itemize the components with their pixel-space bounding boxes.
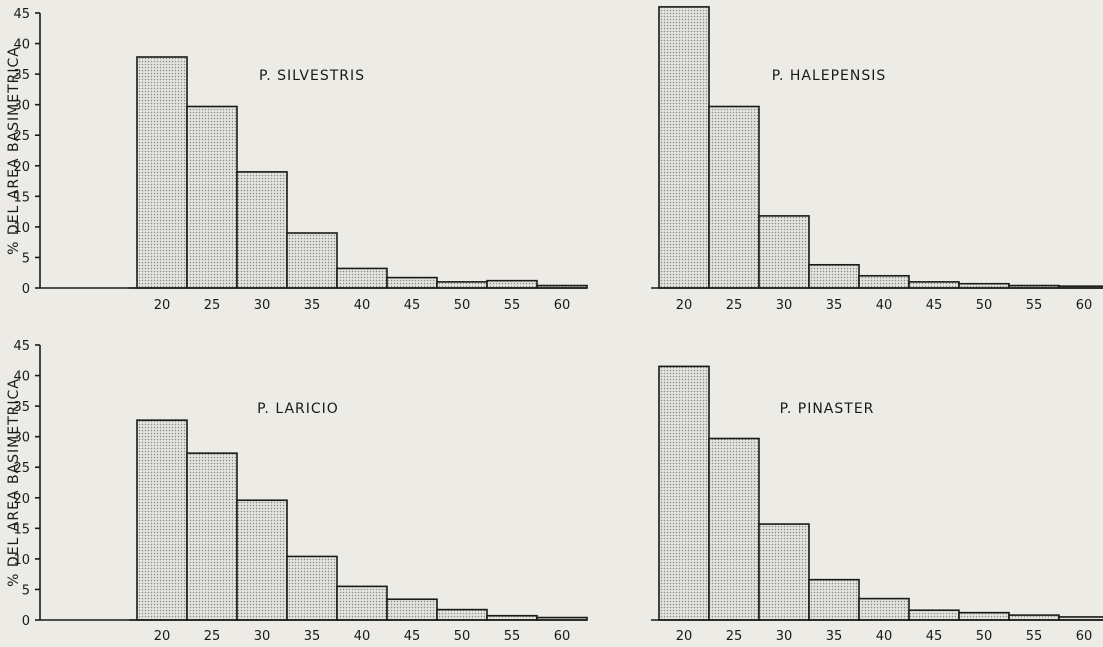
y-tick-label: 30 — [13, 431, 30, 446]
bar-25 — [708, 105, 760, 289]
x-tick-label: 60 — [1076, 298, 1093, 313]
x-tick-label: 25 — [204, 629, 221, 644]
x-tick-label: 30 — [254, 629, 271, 644]
bar-35 — [286, 232, 338, 289]
x-tick-label: 55 — [1026, 298, 1043, 313]
bar-50 — [958, 611, 1010, 621]
bar-40 — [858, 274, 910, 289]
bar-25 — [186, 452, 238, 621]
bar-50 — [436, 608, 488, 621]
x-tick-label: 40 — [354, 298, 371, 313]
x-tick-label: 60 — [554, 629, 571, 644]
x-tick-label: 40 — [876, 629, 893, 644]
y-tick-label: 40 — [13, 370, 30, 385]
x-tick-label: 55 — [504, 629, 521, 644]
x-tick-label: 35 — [304, 298, 321, 313]
y-axis-label: % DEL AREA BASIMETRICA — [6, 378, 22, 587]
x-tick-label: 60 — [1076, 629, 1093, 644]
bar-40 — [336, 585, 388, 621]
x-tick-label: 60 — [554, 298, 571, 313]
y-tick-label: 40 — [13, 38, 30, 53]
y-tick-label: 35 — [13, 68, 30, 83]
chart-panel-2: 20 25 30 35 40 45 50 55 60 P. HALEPENSIS — [651, 6, 1103, 313]
x-tick-label: 45 — [926, 298, 943, 313]
chart-title: P. SILVESTRIS — [259, 68, 365, 84]
bar-35 — [286, 555, 338, 621]
y-tick-label: 25 — [13, 461, 30, 476]
bar-45 — [908, 609, 960, 621]
bar-45 — [908, 281, 960, 289]
chart-title: P. PINASTER — [780, 401, 875, 417]
x-tick-label: 45 — [404, 629, 421, 644]
bar-30 — [236, 499, 288, 621]
bar-35 — [808, 263, 860, 289]
bar-30 — [758, 215, 810, 289]
y-tick-label: 20 — [13, 160, 30, 175]
y-tick-label: 10 — [13, 553, 30, 568]
x-tick-label: 30 — [776, 298, 793, 313]
y-tick-label: 0 — [22, 282, 30, 297]
x-tick-label: 55 — [1026, 629, 1043, 644]
y-tick-label: 30 — [13, 99, 30, 114]
y-tick-label: 5 — [22, 251, 30, 266]
x-tick-label: 35 — [826, 298, 843, 313]
bar-20 — [658, 365, 710, 621]
x-tick-label: 25 — [726, 629, 743, 644]
y-axis-label: % DEL AREA BASIMETRICA — [6, 46, 22, 255]
x-tick-label: 40 — [876, 298, 893, 313]
x-tick-label: 20 — [154, 298, 171, 313]
chart-title: P. LARICIO — [257, 401, 339, 417]
x-tick-label: 50 — [976, 298, 993, 313]
bar-30 — [758, 523, 810, 621]
x-tick-label: 35 — [826, 629, 843, 644]
bar-55 — [486, 279, 538, 289]
y-tick-label: 25 — [13, 129, 30, 144]
x-tick-label: 25 — [726, 298, 743, 313]
chart-panel-3: 20 25 30 35 40 45 50 55 60 0 5 10 15 20 25 30 35 40 45 % DE… — [6, 339, 588, 644]
bar-20 — [658, 6, 710, 289]
bar-30 — [236, 171, 288, 289]
y-tick-label: 45 — [13, 7, 30, 22]
x-tick-label: 30 — [254, 298, 271, 313]
bar-40 — [858, 597, 910, 621]
bar-20 — [136, 56, 188, 289]
x-tick-label: 45 — [404, 298, 421, 313]
y-tick-label: 15 — [13, 522, 30, 537]
y-tick-label: 20 — [13, 492, 30, 507]
x-tick-label: 45 — [926, 629, 943, 644]
y-tick-label: 15 — [13, 190, 30, 205]
x-tick-label: 20 — [154, 629, 171, 644]
x-tick-label: 20 — [676, 298, 693, 313]
y-tick-label: 5 — [22, 583, 30, 598]
chart-title: P. HALEPENSIS — [772, 68, 887, 84]
x-tick-label: 20 — [676, 629, 693, 644]
x-tick-label: 55 — [504, 298, 521, 313]
bar-25 — [186, 105, 238, 289]
x-tick-label: 35 — [304, 629, 321, 644]
x-tick-label: 30 — [776, 629, 793, 644]
y-tick-label: 45 — [13, 339, 30, 354]
y-tick-label: 35 — [13, 400, 30, 415]
chart-panel-4: 20 25 30 35 40 45 50 55 60 P. PINASTER — [651, 365, 1103, 644]
chart-panel-1: 20 25 30 35 40 45 50 55 60 0 5 10 15 20 25 30 35 40 45 % DE… — [6, 7, 588, 313]
bar-35 — [808, 578, 860, 621]
bar-45 — [386, 276, 438, 289]
x-tick-label: 50 — [454, 629, 471, 644]
x-tick-label: 25 — [204, 298, 221, 313]
y-tick-label: 0 — [22, 614, 30, 629]
x-tick-label: 50 — [976, 629, 993, 644]
bar-40 — [336, 267, 388, 289]
bar-25 — [708, 437, 760, 621]
y-tick-label: 10 — [13, 221, 30, 236]
bar-50 — [436, 281, 488, 289]
bar-45 — [386, 598, 438, 621]
x-tick-label: 50 — [454, 298, 471, 313]
x-tick-label: 40 — [354, 629, 371, 644]
bar-20 — [136, 419, 188, 621]
